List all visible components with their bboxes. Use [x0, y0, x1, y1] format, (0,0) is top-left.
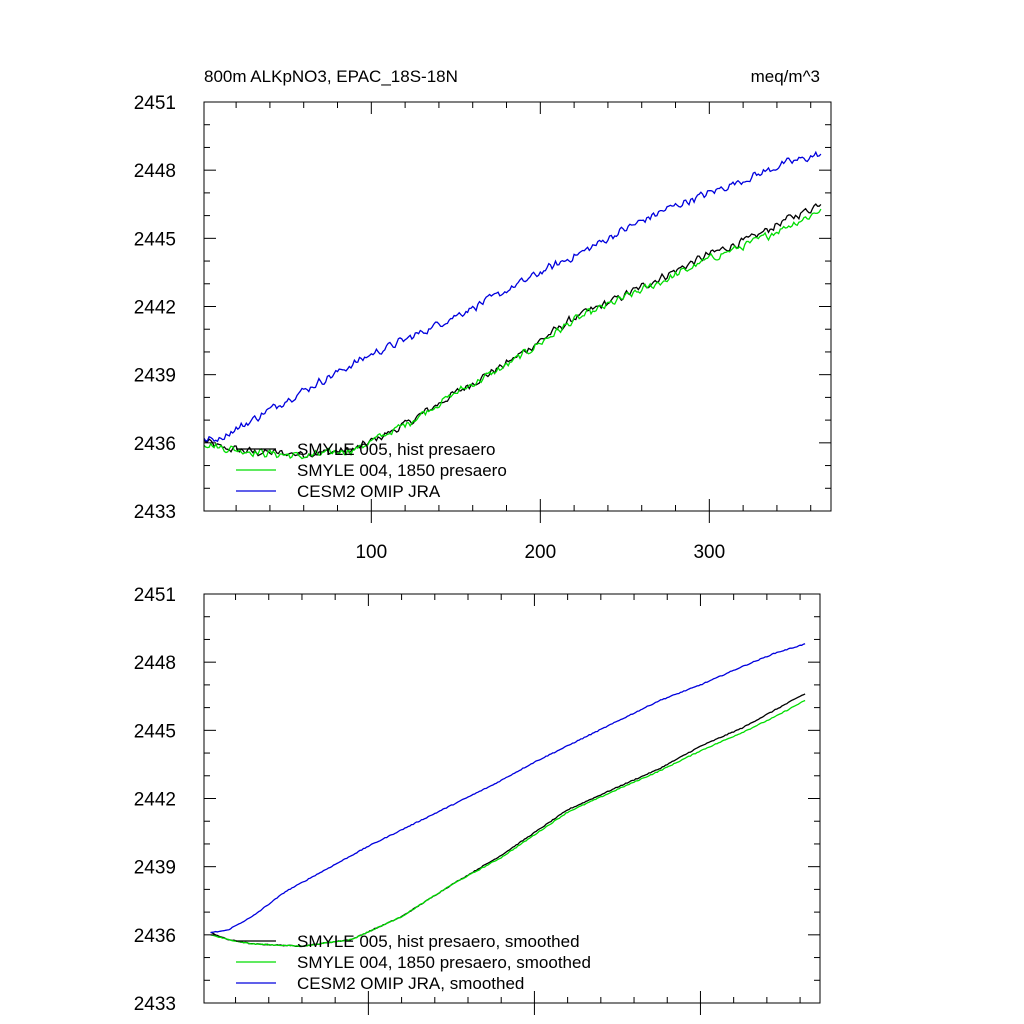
y-tick-label: 2451	[134, 93, 176, 114]
series-line-2	[203, 208, 822, 460]
series-line-1	[203, 203, 822, 459]
y-tick-label: 2439	[134, 366, 176, 387]
legend-label: CESM2 OMIP JRA	[297, 482, 441, 501]
y-tick-label: 2448	[134, 653, 176, 674]
series-line-3	[203, 150, 822, 443]
y-tick-label: 2451	[134, 585, 176, 606]
series-line-1	[210, 693, 806, 948]
x-tick-label: 300	[693, 542, 725, 563]
units-label: meq/m^3	[751, 67, 820, 86]
series-line-2	[210, 699, 806, 947]
y-tick-label: 2445	[134, 721, 176, 742]
y-tick-label: 2439	[134, 858, 176, 879]
legend-label: SMYLE 004, 1850 presaero, smoothed	[297, 953, 591, 972]
legend-label: SMYLE 004, 1850 presaero	[297, 461, 507, 480]
x-tick-label: 200	[524, 542, 556, 563]
bottom-panel: 2433 2436 2439 2442 2445 2448 2451 SMYLE 005, h…	[134, 585, 821, 1015]
y-tick-label: 2448	[134, 161, 176, 182]
legend-label: SMYLE 005, hist presaero, smoothed	[297, 932, 580, 951]
chart-title: 800m ALKpNO3, EPAC_18S-18N	[204, 67, 458, 86]
y-tick-label: 2436	[134, 434, 176, 455]
y-tick-label: 2442	[134, 790, 176, 811]
y-tick-label: 2442	[134, 298, 176, 319]
legend-label: CESM2 OMIP JRA, smoothed	[297, 974, 524, 993]
top-panel: 2433 2436 2439 2442 2445 2448 2451 100 200 300 SMY…	[134, 93, 832, 563]
y-tick-label: 2433	[134, 502, 176, 523]
y-tick-label: 2433	[134, 994, 176, 1015]
x-tick-label: 100	[355, 542, 387, 563]
y-tick-label: 2445	[134, 229, 176, 250]
y-tick-label: 2436	[134, 926, 176, 947]
series-line-3	[210, 643, 806, 934]
legend-label: SMYLE 005, hist presaero	[297, 440, 495, 459]
